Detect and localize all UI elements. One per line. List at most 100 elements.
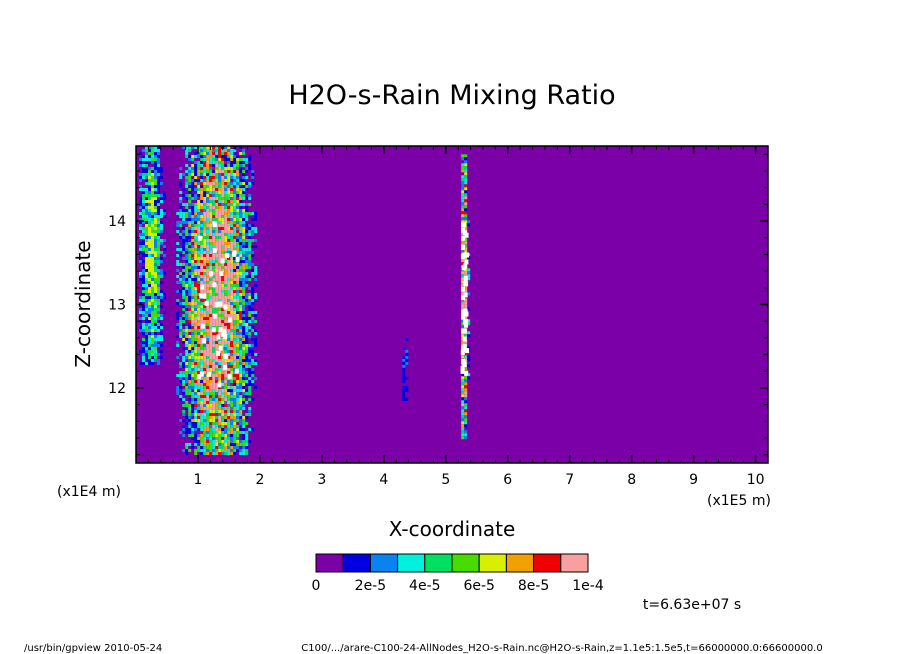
- field-cell: [209, 305, 213, 308]
- field-cell: [461, 277, 465, 281]
- field-cell: [191, 338, 195, 341]
- field-cell: [203, 284, 207, 287]
- field-cell: [233, 260, 237, 263]
- field-cell: [185, 239, 189, 242]
- field-cell: [163, 296, 166, 299]
- field-cell: [248, 377, 252, 380]
- field-cell: [160, 251, 163, 254]
- field-cell: [236, 263, 240, 266]
- field-cell: [221, 191, 225, 194]
- field-cell: [154, 158, 157, 161]
- field-cell: [218, 170, 222, 173]
- field-cell: [221, 434, 225, 437]
- field-cell: [194, 167, 198, 170]
- field-cell: [191, 395, 195, 398]
- field-cell: [212, 161, 216, 164]
- field-cell: [464, 397, 468, 401]
- field-cell: [194, 392, 198, 395]
- field-cell: [151, 251, 154, 254]
- field-cell: [224, 221, 228, 224]
- field-cell: [191, 290, 195, 293]
- field-cell: [197, 332, 201, 335]
- field-cell: [191, 302, 195, 305]
- field-cell: [239, 188, 243, 191]
- field-cell: [200, 233, 204, 236]
- field-cell: [151, 248, 154, 251]
- field-cell: [206, 179, 210, 182]
- field-cell: [139, 350, 142, 353]
- field-cell: [212, 242, 216, 245]
- field-cell: [176, 392, 180, 395]
- field-cell: [212, 236, 216, 239]
- field-cell: [200, 347, 204, 350]
- field-cell: [197, 251, 201, 254]
- field-cell: [206, 227, 210, 230]
- field-cell: [212, 173, 216, 176]
- field-cell: [242, 272, 246, 275]
- field-cell: [188, 257, 192, 260]
- field-cell: [248, 239, 252, 242]
- field-cell: [221, 275, 225, 278]
- field-cell: [467, 331, 471, 335]
- field-cell: [221, 254, 225, 257]
- field-cell: [185, 446, 189, 449]
- field-cell: [197, 389, 201, 392]
- field-cell: [215, 323, 219, 326]
- field-cell: [185, 149, 189, 152]
- field-cell: [154, 320, 157, 323]
- field-cell: [145, 236, 148, 239]
- field-cell: [179, 176, 183, 179]
- field-cell: [218, 227, 222, 230]
- field-cell: [160, 176, 163, 179]
- field-cell: [200, 221, 204, 224]
- field-cell: [233, 437, 237, 440]
- field-cell: [245, 383, 249, 386]
- field-cell: [227, 281, 231, 284]
- field-cell: [242, 407, 246, 410]
- field-cell: [154, 305, 157, 308]
- field-cell: [203, 350, 207, 353]
- field-cell: [218, 401, 222, 404]
- field-cell: [227, 416, 231, 419]
- field-cell: [188, 200, 192, 203]
- field-cell: [218, 287, 222, 290]
- field-cell: [233, 428, 237, 431]
- field-cell: [160, 275, 163, 278]
- field-cell: [218, 380, 222, 383]
- field-cell: [233, 200, 237, 203]
- field-cell: [230, 332, 234, 335]
- field-cell: [139, 260, 142, 263]
- field-cell: [233, 221, 237, 224]
- field-cell: [212, 449, 216, 452]
- field-cell: [185, 386, 189, 389]
- field-cell: [461, 382, 465, 386]
- field-cell: [154, 347, 157, 350]
- field-cell: [242, 326, 246, 329]
- field-cell: [215, 203, 219, 206]
- field-cell: [194, 278, 198, 281]
- field-cell: [154, 317, 157, 320]
- field-cell: [157, 335, 160, 338]
- field-cell: [239, 224, 243, 227]
- field-cell: [464, 250, 468, 254]
- field-cell: [151, 338, 154, 341]
- field-cell: [461, 178, 465, 182]
- field-cell: [218, 446, 222, 449]
- field-cell: [160, 281, 163, 284]
- field-cell: [206, 203, 210, 206]
- field-cell: [200, 173, 204, 176]
- field-cell: [145, 332, 148, 335]
- field-cell: [203, 149, 207, 152]
- field-cell: [251, 374, 255, 377]
- field-cell: [142, 272, 145, 275]
- field-cell: [227, 182, 231, 185]
- field-cell: [461, 424, 465, 428]
- field-cell: [191, 404, 195, 407]
- field-cell: [230, 173, 234, 176]
- field-cell: [151, 179, 154, 182]
- field-cell: [206, 188, 210, 191]
- field-cell-max: [462, 222, 467, 228]
- field-cell: [142, 353, 145, 356]
- field-cell: [236, 290, 240, 293]
- field-cell: [197, 398, 201, 401]
